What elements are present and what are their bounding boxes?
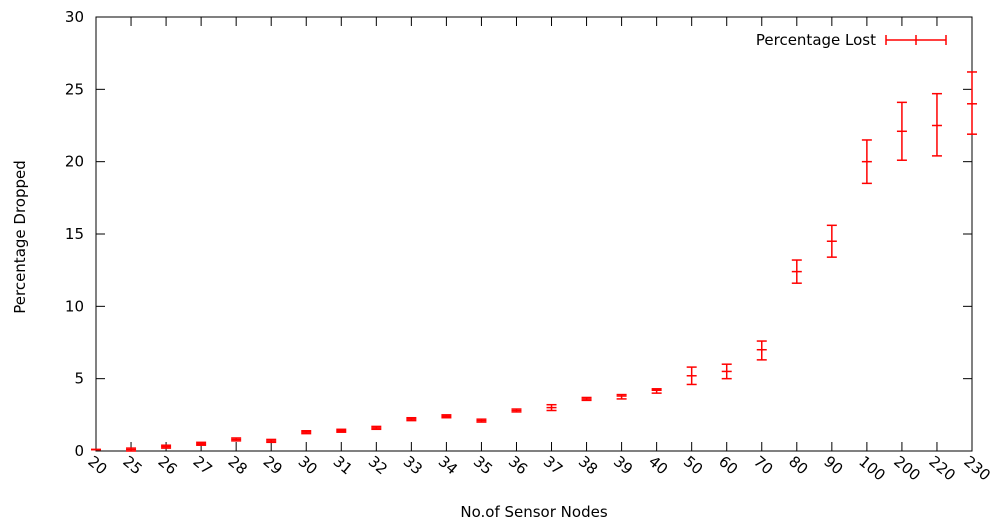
x-tick-label: 200 [890, 452, 924, 484]
x-tick-label: 230 [960, 452, 994, 484]
data-point [756, 340, 767, 361]
x-tick-label: 220 [925, 452, 959, 484]
y-tick-label: 15 [65, 225, 84, 243]
data-point [231, 437, 242, 442]
data-point [441, 414, 452, 419]
y-tick-label: 0 [74, 442, 84, 460]
data-point [336, 428, 347, 433]
data-point [861, 139, 872, 185]
data-point [721, 363, 732, 380]
x-tick-label: 20 [84, 452, 110, 478]
x-tick-label: 29 [260, 452, 286, 478]
plot-frame [95, 16, 973, 452]
x-tick-label: 26 [155, 452, 181, 478]
data-point [266, 438, 277, 444]
series-percentage-lost [91, 71, 977, 452]
x-axis-title: No.of Sensor Nodes [460, 503, 607, 521]
x-tick-label: 31 [330, 452, 356, 478]
y-axis-title: Percentage Dropped [11, 160, 29, 314]
legend: Percentage Lost [756, 31, 947, 49]
y-tick-label: 5 [74, 370, 84, 388]
x-tick-label: 90 [820, 452, 846, 478]
x-tick-label: 38 [575, 452, 601, 478]
x-tick-label: 70 [750, 452, 776, 478]
data-point [196, 441, 207, 446]
data-point [161, 444, 172, 449]
x-tick-label: 35 [470, 452, 496, 478]
data-point [896, 101, 907, 161]
x-tick-label: 39 [610, 452, 636, 478]
x-tick-label: 27 [190, 452, 216, 478]
data-point [126, 447, 137, 452]
x-tick-label: 80 [785, 452, 811, 478]
data-point [581, 396, 592, 402]
data-point [301, 429, 312, 435]
data-point [546, 403, 557, 412]
data-point [826, 224, 837, 258]
y-tick-label: 30 [65, 8, 84, 26]
y-tick-label: 25 [65, 80, 84, 98]
x-tick-label: 37 [540, 452, 566, 478]
x-tick-label: 60 [715, 452, 741, 478]
data-point [371, 425, 382, 431]
data-point [406, 416, 417, 422]
y-tick-label: 10 [65, 297, 84, 315]
x-tick-label: 30 [295, 452, 321, 478]
legend-label: Percentage Lost [756, 31, 876, 49]
x-axis-ticks: 20 25 26 27 28 29 30 31 32 33 34 35 36 37 38 39 40 50 60 70… [84, 17, 994, 484]
legend-errorbar-sample [885, 35, 947, 45]
x-tick-label: 50 [680, 452, 706, 478]
data-point [686, 366, 697, 386]
x-tick-label: 34 [435, 452, 461, 478]
x-tick-label: 32 [365, 452, 391, 478]
y-tick-label: 20 [65, 153, 84, 171]
data-point [791, 259, 802, 284]
x-tick-label: 28 [225, 452, 251, 478]
data-point [511, 408, 522, 413]
x-tick-label: 36 [505, 452, 531, 478]
x-tick-label: 100 [855, 452, 889, 484]
x-tick-label: 25 [119, 452, 145, 478]
data-point [616, 393, 627, 400]
data-point [967, 71, 977, 135]
data-point [651, 388, 662, 394]
x-tick-label: 40 [645, 452, 671, 478]
y-axis-ticks: 0 5 10 15 20 25 30 [65, 8, 972, 460]
x-tick-label: 33 [400, 452, 426, 478]
data-point [931, 92, 942, 157]
data-point [476, 418, 487, 423]
